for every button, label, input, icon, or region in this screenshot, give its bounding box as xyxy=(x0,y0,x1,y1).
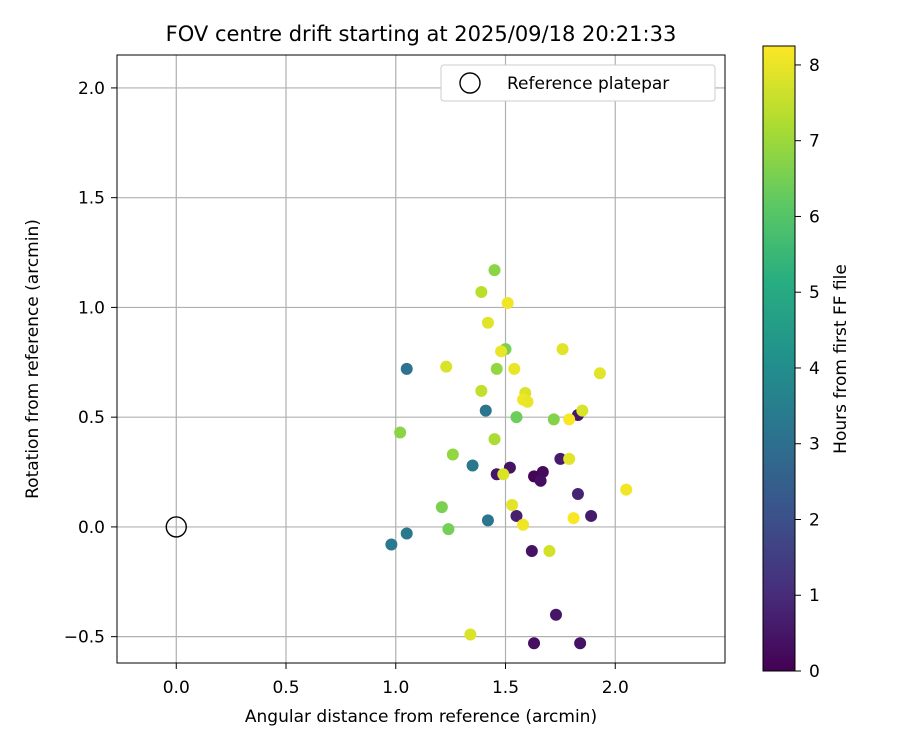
data-point xyxy=(508,362,521,375)
x-tick-label: 1.0 xyxy=(382,678,409,698)
data-points xyxy=(385,264,633,650)
colorbar-tick-label: 5 xyxy=(809,283,820,303)
grid xyxy=(117,55,725,663)
data-point xyxy=(585,509,598,522)
data-point xyxy=(435,501,448,514)
data-point xyxy=(495,345,508,358)
data-point xyxy=(481,316,494,329)
y-tick-label: 0.5 xyxy=(78,408,105,428)
data-point xyxy=(554,452,567,465)
data-point xyxy=(567,512,580,525)
data-point xyxy=(574,637,587,650)
y-tick-label: 0.0 xyxy=(78,518,105,538)
data-point xyxy=(479,404,492,417)
data-point xyxy=(521,395,534,408)
data-point xyxy=(481,514,494,527)
colorbar-tick-label: 3 xyxy=(809,435,820,455)
colorbar-tick-label: 4 xyxy=(809,359,820,379)
data-point xyxy=(400,362,413,375)
data-point xyxy=(517,518,530,531)
data-point xyxy=(593,367,606,380)
data-point xyxy=(501,297,514,310)
y-axis-ticks: −0.5 0.0 0.5 1.0 1.5 2.0 xyxy=(64,79,117,648)
colorbar-tick-label: 1 xyxy=(809,586,820,606)
data-point xyxy=(497,468,510,481)
colorbar-tick-label: 2 xyxy=(809,510,820,530)
data-point xyxy=(400,527,413,540)
legend: Reference platepar xyxy=(440,64,716,102)
data-point xyxy=(446,448,459,461)
colorbar-tick-label: 7 xyxy=(809,132,820,152)
data-point xyxy=(576,404,589,417)
data-point xyxy=(440,360,453,373)
y-tick-label: 1.0 xyxy=(78,298,105,318)
legend-box xyxy=(440,64,716,102)
x-tick-label: 0.0 xyxy=(163,678,190,698)
data-point xyxy=(571,487,584,500)
data-point xyxy=(547,413,560,426)
data-point xyxy=(466,459,479,472)
data-point xyxy=(442,523,455,536)
reference-platepar-marker xyxy=(165,516,187,538)
data-point xyxy=(394,426,407,439)
data-point xyxy=(475,384,488,397)
colorbar-ticks: 0 1 2 3 4 5 6 7 8 xyxy=(795,56,820,682)
data-point xyxy=(563,452,576,465)
legend-label: Reference platepar xyxy=(507,74,669,94)
y-tick-label: 2.0 xyxy=(78,79,105,99)
x-axis-ticks: 0.0 0.5 1.0 1.5 2.0 xyxy=(163,663,629,698)
plot-frame xyxy=(116,54,726,664)
data-point xyxy=(464,628,477,641)
data-point xyxy=(385,538,398,551)
colorbar-tick-label: 0 xyxy=(809,662,820,682)
data-point xyxy=(620,483,633,496)
colorbar-tick-label: 6 xyxy=(809,207,820,227)
legend-marker xyxy=(459,72,481,94)
y-tick-label: 1.5 xyxy=(78,189,105,209)
data-point xyxy=(490,362,503,375)
x-tick-label: 0.5 xyxy=(272,678,299,698)
data-point xyxy=(528,637,541,650)
data-point xyxy=(563,413,576,426)
colorbar: 0 1 2 3 4 5 6 7 8 Hours from first FF file xyxy=(762,45,851,682)
y-axis-label: Rotation from reference (arcmin) xyxy=(23,219,43,499)
data-point xyxy=(534,474,547,487)
x-tick-label: 1.5 xyxy=(492,678,519,698)
chart-title: FOV centre drift starting at 2025/09/18 … xyxy=(166,22,677,46)
data-point xyxy=(556,343,569,356)
colorbar-label: Hours from first FF file xyxy=(831,264,851,454)
data-point xyxy=(510,411,523,424)
data-point xyxy=(510,509,523,522)
data-point xyxy=(475,286,488,299)
x-axis-label: Angular distance from reference (arcmin) xyxy=(245,707,597,727)
data-point xyxy=(488,433,501,446)
data-point xyxy=(488,264,501,277)
x-tick-label: 2.0 xyxy=(602,678,629,698)
colorbar-tick-label: 8 xyxy=(809,56,820,76)
data-point xyxy=(506,498,519,511)
y-tick-label: −0.5 xyxy=(64,628,105,648)
data-point xyxy=(543,545,556,558)
data-point xyxy=(525,545,538,558)
data-point xyxy=(549,608,562,621)
colorbar-gradient xyxy=(762,45,796,672)
